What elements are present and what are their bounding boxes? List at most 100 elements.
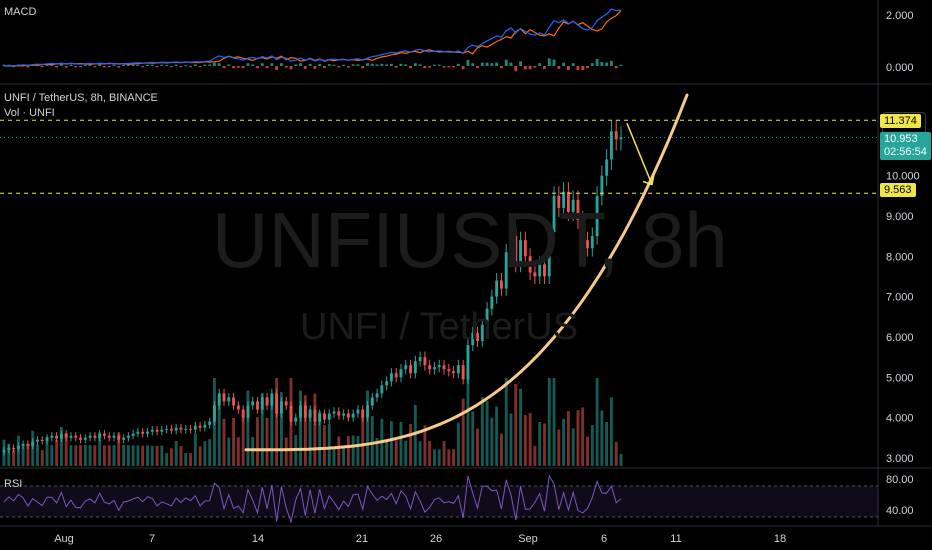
- volume-bar: [356, 436, 360, 466]
- macd-histogram-bar: [141, 66, 145, 68]
- time-tick-label: 11: [670, 533, 681, 545]
- volume-bar: [64, 433, 68, 466]
- volume-bar: [504, 378, 508, 466]
- macd-histogram-bar: [332, 64, 336, 66]
- macd-histogram-bar: [361, 66, 365, 69]
- candle-body: [538, 264, 542, 277]
- volume-bar: [538, 422, 542, 466]
- macd-histogram-bar: [308, 63, 312, 66]
- volume-bar: [107, 445, 111, 466]
- candle-body: [169, 428, 173, 431]
- volume-bar: [418, 441, 422, 466]
- macd-histogram-bar: [150, 64, 154, 66]
- macd-histogram-bar: [40, 66, 44, 68]
- volume-bar: [323, 425, 326, 466]
- candle-body: [447, 369, 451, 372]
- volume-bar: [370, 416, 374, 466]
- candle-body: [437, 365, 441, 368]
- time-tick-label: 7: [149, 533, 155, 545]
- macd-histogram-bar: [270, 63, 274, 66]
- macd-signal-line: [4, 10, 622, 67]
- macd-histogram-bar: [600, 62, 604, 66]
- volume-bar: [557, 429, 561, 466]
- candle-body: [193, 425, 197, 430]
- macd-histogram-bar: [356, 64, 360, 66]
- macd-histogram-bar: [198, 66, 202, 68]
- candle-body: [107, 435, 111, 438]
- macd-histogram-bar: [117, 66, 121, 68]
- macd-histogram-bar: [447, 66, 451, 68]
- candle-body: [122, 437, 126, 440]
- candle-body: [380, 385, 384, 394]
- volume-bar: [361, 415, 365, 466]
- candle-body: [361, 409, 365, 418]
- macd-histogram-bar: [203, 64, 207, 66]
- macd-histogram-bar: [169, 66, 173, 68]
- candle-body: [74, 435, 78, 438]
- volume-bar: [21, 444, 25, 466]
- volume-bar: [327, 423, 331, 466]
- candle-body: [327, 413, 331, 420]
- volume-bar: [16, 435, 20, 466]
- price-tick-label: 7.000: [886, 292, 914, 304]
- macd-histogram-bar: [509, 62, 513, 66]
- macd-histogram-bar: [404, 64, 408, 66]
- macd-histogram-bar: [619, 64, 623, 66]
- macd-histogram-bar: [275, 66, 279, 70]
- volume-bar: [614, 441, 618, 466]
- rsi-line: [3, 474, 622, 524]
- macd-histogram-bar: [55, 66, 59, 68]
- symbol-header[interactable]: UNFI / TetherUS, 8h, BINANCE: [4, 92, 158, 104]
- volume-bar: [404, 440, 408, 466]
- macd-histogram-bar: [428, 66, 432, 68]
- macd-histogram-bar: [93, 66, 97, 68]
- macd-histogram-bar: [74, 66, 78, 68]
- volume-bar: [7, 443, 11, 466]
- volume-bar: [533, 446, 537, 466]
- volume-bar: [466, 378, 470, 466]
- candle-body: [342, 413, 346, 416]
- macd-histogram-bar: [184, 64, 188, 66]
- time-tick-label: Sep: [518, 533, 538, 545]
- macd-histogram-bar: [241, 66, 245, 69]
- candle-body: [495, 280, 499, 297]
- macd-histogram-bar: [346, 66, 350, 68]
- volume-bar: [88, 445, 92, 466]
- candle-body: [543, 264, 546, 277]
- macd-histogram-bar: [179, 66, 183, 68]
- candle-body: [433, 367, 436, 370]
- volume-bar: [222, 418, 226, 466]
- macd-histogram-bar: [370, 63, 374, 66]
- macd-histogram-bar: [480, 62, 484, 66]
- volume-bar: [609, 397, 613, 466]
- volume-bar: [495, 406, 499, 466]
- volume-bar: [227, 437, 231, 466]
- macd-histogram-bar: [495, 62, 499, 66]
- macd-histogram-bar: [107, 66, 111, 68]
- candle-body: [581, 220, 585, 241]
- volume-bar: [428, 441, 432, 466]
- candle-body: [184, 428, 188, 430]
- candle-body: [50, 435, 54, 438]
- candle-body: [294, 417, 298, 422]
- volume-header[interactable]: Vol · UNFI: [4, 107, 55, 119]
- volume-bar: [232, 418, 236, 466]
- candle-body: [93, 435, 97, 438]
- candle-body: [227, 397, 231, 402]
- volume-bar: [265, 418, 269, 466]
- macd-histogram-bar: [50, 64, 54, 66]
- candle-body: [523, 240, 527, 257]
- macd-histogram-bar: [251, 64, 255, 66]
- candle-body: [165, 428, 169, 430]
- volume-bar: [332, 447, 336, 466]
- macd-histogram-bar: [442, 66, 446, 68]
- rsi-tick-label: 40.00: [886, 505, 914, 517]
- macd-histogram-bar: [284, 66, 288, 68]
- candle-body: [265, 397, 269, 406]
- volume-bar: [313, 393, 317, 466]
- volume-bar: [581, 407, 585, 466]
- candle-body: [198, 425, 202, 428]
- macd-histogram-bar: [562, 62, 566, 66]
- candle-body: [605, 159, 609, 176]
